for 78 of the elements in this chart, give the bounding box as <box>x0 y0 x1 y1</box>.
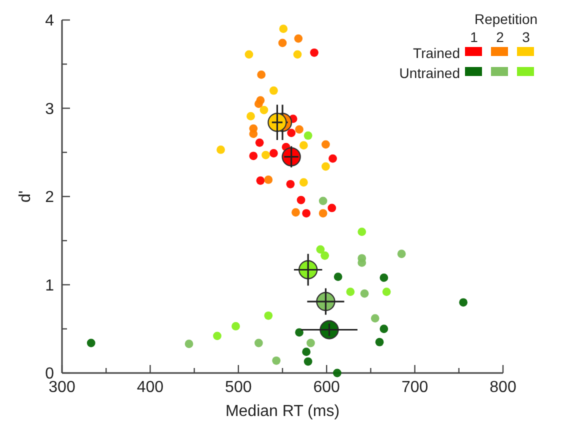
point <box>86 338 96 348</box>
point <box>370 314 380 322</box>
point <box>232 322 240 330</box>
point <box>328 204 336 212</box>
point <box>358 258 366 267</box>
point <box>299 141 308 150</box>
point <box>318 196 328 206</box>
point <box>397 250 406 258</box>
point <box>299 178 308 187</box>
y-axis-title: d' <box>17 190 34 202</box>
point <box>304 357 312 366</box>
point <box>304 131 312 140</box>
point <box>296 196 306 204</box>
point <box>249 130 258 138</box>
x-axis-title: Median RT (ms) <box>225 403 340 420</box>
point <box>459 298 468 307</box>
x-tick-label: 500 <box>225 379 252 396</box>
text: 3 <box>522 29 530 45</box>
point <box>292 208 300 217</box>
y-tick-label: 2 <box>45 189 54 206</box>
point <box>295 328 304 337</box>
point <box>246 112 255 120</box>
annotation: 2 <box>496 29 504 45</box>
point <box>184 340 194 348</box>
point <box>358 228 366 236</box>
x-tick-label: 700 <box>401 379 428 396</box>
point <box>293 50 302 59</box>
point <box>380 274 388 282</box>
point <box>269 149 278 158</box>
point <box>279 24 288 34</box>
point <box>286 180 295 188</box>
point <box>264 311 273 320</box>
point <box>255 138 264 147</box>
point <box>254 338 263 348</box>
point <box>310 48 318 57</box>
point <box>375 338 384 346</box>
point <box>380 324 388 334</box>
point <box>382 288 391 296</box>
x-tick-label: 800 <box>490 379 516 396</box>
point <box>302 348 311 356</box>
x-tick-label: 300 <box>48 379 76 396</box>
point <box>244 50 254 59</box>
point <box>322 162 330 171</box>
point <box>306 338 315 348</box>
annotation: Trained <box>413 45 460 61</box>
point <box>269 86 278 95</box>
legend-title: Repetition <box>474 11 538 27</box>
annotation: 1 <box>470 29 478 45</box>
point <box>294 34 303 43</box>
point <box>262 150 270 160</box>
point <box>256 176 265 185</box>
annotation: Untrained <box>399 65 460 81</box>
y-tick-label: 1 <box>45 277 54 294</box>
point <box>213 332 222 340</box>
point <box>264 176 273 184</box>
point <box>318 209 328 218</box>
point <box>216 146 225 154</box>
point <box>302 209 311 218</box>
point <box>257 70 266 79</box>
y-tick-label: 4 <box>45 12 54 30</box>
x-tick-label: 600 <box>313 379 340 396</box>
point <box>272 356 281 365</box>
point <box>254 100 263 108</box>
point <box>320 251 330 260</box>
point <box>295 125 304 134</box>
point <box>249 152 258 160</box>
point <box>328 154 337 163</box>
point <box>287 128 296 138</box>
point <box>322 140 330 149</box>
point <box>316 245 325 254</box>
x-tick-label: 400 <box>136 379 164 396</box>
point <box>334 272 342 281</box>
point <box>278 38 287 48</box>
point <box>332 368 342 378</box>
point <box>260 106 268 114</box>
point <box>346 288 355 296</box>
point <box>360 289 369 298</box>
y-tick-label: 3 <box>45 100 54 118</box>
